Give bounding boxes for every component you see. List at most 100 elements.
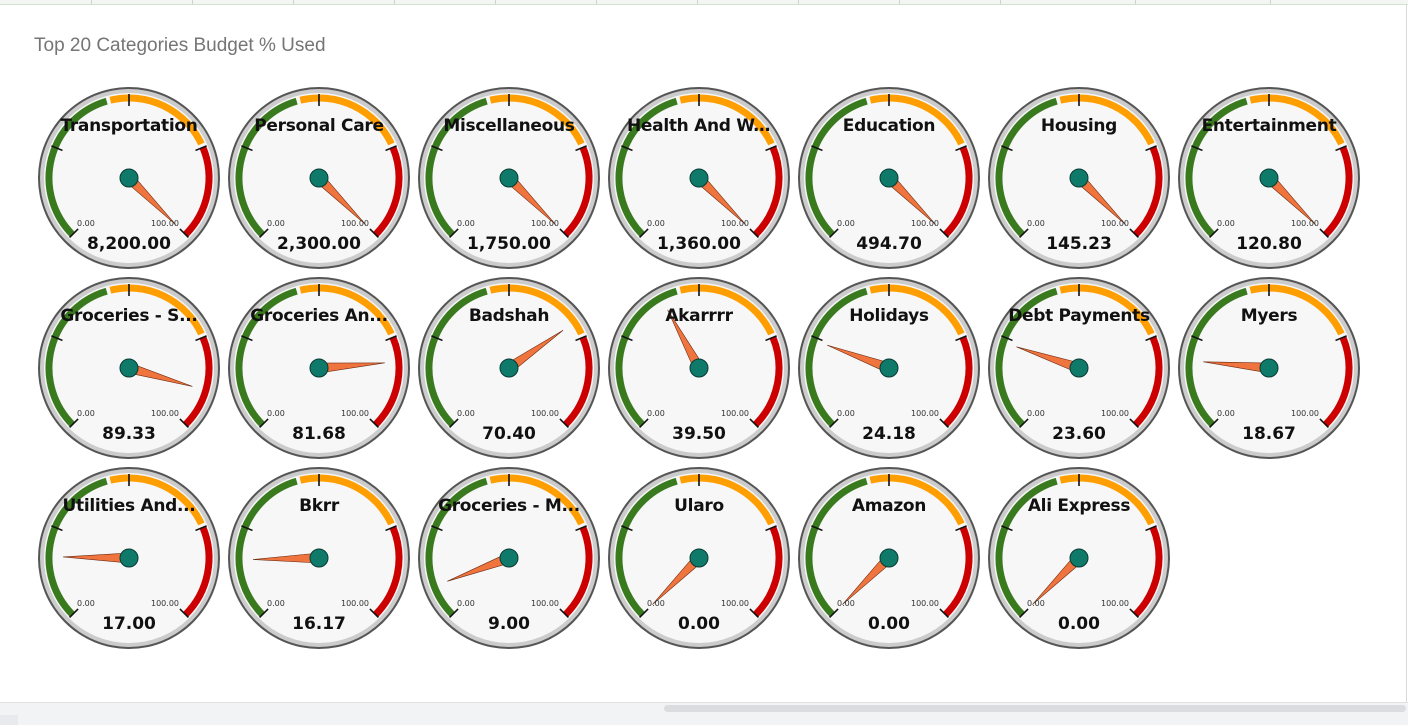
orange-band <box>489 94 585 146</box>
gauge-hub <box>1259 358 1279 378</box>
red-band <box>1133 146 1163 238</box>
gauge-min-label: 0.00 <box>837 409 855 418</box>
spreadsheet-top-strip <box>0 0 1408 5</box>
gauge-max-label: 100.00 <box>531 409 559 418</box>
sheet-bottom-bar <box>0 702 1408 725</box>
gauge-min-label: 0.00 <box>267 219 285 228</box>
gauge-max-label: 100.00 <box>341 409 369 418</box>
gauge-value: 39.50 <box>672 424 726 444</box>
gauge-dial <box>1178 87 1360 269</box>
gauge[interactable]: Housing 0.00 100.00 145.23 <box>987 86 1171 270</box>
gauge[interactable]: Groceries - S... 0.00 100.00 89.33 <box>37 276 221 460</box>
gauge[interactable]: Ali Express 0.00 100.00 0.00 <box>987 466 1171 650</box>
gauge-chart-panel[interactable]: Top 20 Categories Budget % Used Transpor… <box>0 5 1407 702</box>
gauge[interactable]: Health And W... 0.00 100.00 1,360.00 <box>607 86 791 270</box>
orange-band <box>869 284 965 336</box>
orange-band <box>1059 284 1155 336</box>
gauge-hub <box>309 548 329 568</box>
red-band <box>753 526 783 618</box>
gauge-tick <box>575 525 587 532</box>
gauge-value: 8,200.00 <box>87 234 171 254</box>
orange-band <box>299 284 395 336</box>
gauge-tick <box>51 525 63 532</box>
gauge-tick <box>829 418 839 428</box>
gauge[interactable]: Akarrrr 0.00 100.00 39.50 <box>607 276 791 460</box>
gauge-value: 81.68 <box>292 424 346 444</box>
orange-band <box>299 94 395 146</box>
gauge-tick <box>259 608 269 618</box>
gauge-tick <box>1145 525 1157 532</box>
gauge-tick <box>1001 145 1013 152</box>
gauge-value: 120.80 <box>1236 234 1302 254</box>
gauge-max-label: 100.00 <box>1291 409 1319 418</box>
gauge-value: 2,300.00 <box>277 234 361 254</box>
gauge[interactable]: Ularo 0.00 100.00 0.00 <box>607 466 791 650</box>
gauge[interactable]: Transportation 0.00 100.00 8,200.00 <box>37 86 221 270</box>
red-band <box>183 146 213 238</box>
orange-band <box>679 94 775 146</box>
gauge-tick <box>1129 418 1139 428</box>
gauge-tick <box>811 525 823 532</box>
gauge-hub <box>1069 548 1089 568</box>
gauge-tick <box>1209 228 1219 238</box>
gauge-value: 89.33 <box>102 424 156 444</box>
gauge[interactable]: Amazon 0.00 100.00 0.00 <box>797 466 981 650</box>
red-band <box>753 146 783 238</box>
gauge[interactable]: Holidays 0.00 100.00 24.18 <box>797 276 981 460</box>
gauge-dial <box>988 277 1170 459</box>
gauge-tick <box>811 145 823 152</box>
horizontal-scrollbar[interactable] <box>664 705 1406 712</box>
green-band <box>805 97 868 238</box>
gauge[interactable]: Personal Care 0.00 100.00 2,300.00 <box>227 86 411 270</box>
gauge-max-label: 100.00 <box>151 409 179 418</box>
gauge-tick <box>195 145 207 152</box>
green-band <box>995 477 1058 618</box>
gauge-label: Myers <box>1240 306 1298 326</box>
gauge-tick <box>431 145 443 152</box>
gauge-tick <box>575 145 587 152</box>
gauge-label: Housing <box>1040 116 1118 136</box>
gauge[interactable]: Groceries - M... 0.00 100.00 9.00 <box>417 466 601 650</box>
gauge[interactable]: Myers 0.00 100.00 18.67 <box>1177 276 1361 460</box>
red-band <box>563 146 593 238</box>
gauge[interactable]: Bkrr 0.00 100.00 16.17 <box>227 466 411 650</box>
orange-band <box>1059 474 1155 526</box>
gauge[interactable]: Entertainment 0.00 100.00 120.80 <box>1177 86 1361 270</box>
gauge-hub <box>309 168 329 188</box>
gauge-value: 16.17 <box>292 614 346 634</box>
gauge[interactable]: Debt Payments 0.00 100.00 23.60 <box>987 276 1171 460</box>
gauge-hub <box>689 168 709 188</box>
gauge-hub <box>499 168 519 188</box>
gauge-tick <box>575 335 587 342</box>
gauge[interactable]: Utilities And... 0.00 100.00 17.00 <box>37 466 221 650</box>
gauge-value: 0.00 <box>1058 614 1100 634</box>
gauge-tick <box>955 525 967 532</box>
gauge-tick <box>955 335 967 342</box>
gauge-min-label: 0.00 <box>1217 219 1235 228</box>
gauge-label: Badshah <box>468 306 550 326</box>
gauge-tick <box>1191 335 1203 342</box>
gauge-tick <box>1319 228 1329 238</box>
gauge-tick <box>1335 145 1347 152</box>
red-band <box>563 526 593 618</box>
gauge[interactable]: Groceries An... 0.00 100.00 81.68 <box>227 276 411 460</box>
gauge-tick <box>369 418 379 428</box>
gauge-label: Personal Care <box>254 116 384 136</box>
green-band <box>615 477 678 618</box>
gauge-max-label: 100.00 <box>531 219 559 228</box>
gauge-max-label: 100.00 <box>1101 409 1129 418</box>
gauge[interactable]: Miscellaneous 0.00 100.00 1,750.00 <box>417 86 601 270</box>
gauge-tick <box>639 608 649 618</box>
gauge-min-label: 0.00 <box>647 219 665 228</box>
gauge-value: 145.23 <box>1046 234 1112 254</box>
gauge-label: Miscellaneous <box>443 116 575 136</box>
gauge-tick <box>195 335 207 342</box>
gauge[interactable]: Education 0.00 100.00 494.70 <box>797 86 981 270</box>
gauge-hub <box>879 548 899 568</box>
gauge-min-label: 0.00 <box>457 599 475 608</box>
gauge-tick <box>639 418 649 428</box>
gauge[interactable]: Badshah 0.00 100.00 70.40 <box>417 276 601 460</box>
gauge-tick <box>259 228 269 238</box>
orange-band <box>109 474 205 526</box>
gauge-max-label: 100.00 <box>341 219 369 228</box>
